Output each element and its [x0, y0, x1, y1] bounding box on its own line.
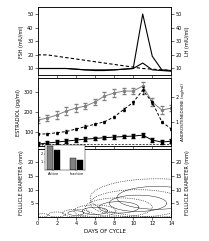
Y-axis label: ANDROSTENEDIONE (ng/ml): ANDROSTENEDIONE (ng/ml) — [181, 83, 185, 141]
Bar — [54, 150, 60, 170]
Bar — [70, 158, 76, 170]
Bar — [47, 146, 52, 170]
Y-axis label: FOLLICLE DIAMETER (mm): FOLLICLE DIAMETER (mm) — [19, 150, 24, 215]
Y-axis label: LH (mIU/ml): LH (mIU/ml) — [185, 27, 190, 56]
Y-axis label: ESTRADIOL (pg/ml): ESTRADIOL (pg/ml) — [16, 89, 21, 135]
Y-axis label: FSH (mIU/ml): FSH (mIU/ml) — [19, 25, 24, 58]
Bar — [77, 160, 83, 170]
Y-axis label: FOLLICLE DIAMETER (mm): FOLLICLE DIAMETER (mm) — [185, 150, 190, 215]
X-axis label: DAYS OF CYCLE: DAYS OF CYCLE — [84, 229, 125, 234]
